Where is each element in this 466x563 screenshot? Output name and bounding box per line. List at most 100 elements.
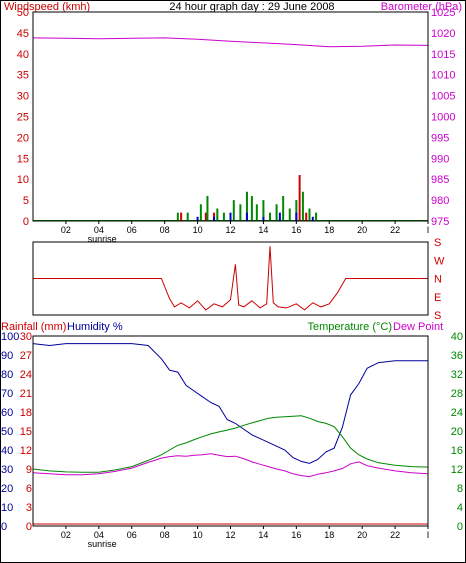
windspeed-axis-label: Windspeed (kmh): [4, 1, 90, 13]
humidity-tick-label: 10: [1, 502, 13, 514]
temperature-tick-label: 28: [451, 388, 463, 400]
rainfall-tick-label: 15: [20, 426, 32, 438]
x-tick-label: 16: [291, 225, 301, 235]
x-tick-label: 08: [160, 530, 170, 540]
temperature-humidity-panel: Rainfall (mm) Humidity % Temperature (°C) D…: [1, 321, 463, 549]
rainfall-tick-label: 21: [20, 388, 32, 400]
windspeed-tick-label: 5: [23, 195, 29, 207]
humidity-tick-label: 0: [1, 521, 7, 533]
rainfall-tick-label: 9: [26, 464, 32, 476]
dewpoint-axis-label: Dew Point: [393, 321, 443, 333]
barometer-axis-label: Barometer (hPa): [381, 1, 462, 13]
barometer-line: [32, 37, 429, 48]
barometer-tick-label: 1010: [431, 70, 455, 82]
rainfall-tick-label: 0: [26, 521, 32, 533]
humidity-tick-label: 90: [1, 350, 13, 362]
direction-label: S: [434, 310, 441, 322]
x-tick-label: 12: [225, 530, 235, 540]
windspeed-tick-label: 20: [17, 132, 29, 144]
x-tick-label: 04: [94, 225, 104, 235]
x-tick-label: 14: [258, 225, 268, 235]
rainfall-tick-label: 27: [20, 350, 32, 362]
rainfall-tick-label: 3: [26, 502, 32, 514]
sunrise-label: sunrise: [88, 539, 117, 549]
x-tick-label: 22: [390, 530, 400, 540]
humidity-line: [32, 343, 428, 464]
wind-direction-line: [33, 246, 428, 311]
x-tick-label: I: [427, 225, 430, 235]
humidity-tick-label: 30: [1, 464, 13, 476]
x-tick-label: 04: [94, 530, 104, 540]
windspeed-tick-label: 0: [23, 216, 29, 228]
humidity-tick-label: 70: [1, 388, 13, 400]
x-tick-label: 02: [61, 225, 71, 235]
humidity-tick-label: 50: [1, 426, 13, 438]
wind-barometer-frame: [32, 11, 429, 222]
x-tick-label: 12: [225, 225, 235, 235]
temperature-tick-label: 12: [451, 464, 463, 476]
x-tick-label: 18: [324, 225, 334, 235]
x-tick-label: 06: [127, 530, 137, 540]
temperature-axis-label: Temperature (°C): [308, 321, 392, 333]
dewpoint-line: [32, 453, 429, 478]
temperature-tick-label: 20: [451, 426, 463, 438]
rainfall-tick-label: 30: [20, 331, 32, 343]
temperature-tick-label: 32: [451, 369, 463, 381]
x-tick-label: 22: [390, 225, 400, 235]
x-tick-label: 16: [291, 530, 301, 540]
temperature-tick-label: 8: [457, 483, 463, 495]
x-tick-label: 06: [127, 225, 137, 235]
x-tick-label: 10: [193, 225, 203, 235]
direction-label: W: [434, 255, 445, 267]
x-tick-label: 14: [258, 530, 268, 540]
temperature-tick-label: 24: [451, 407, 463, 419]
rainfall-tick-label: 6: [26, 483, 32, 495]
rainfall-tick-label: 24: [20, 369, 32, 381]
direction-label: S: [434, 237, 441, 249]
humidity-tick-label: 60: [1, 407, 13, 419]
x-tick-label: 02: [61, 530, 71, 540]
barometer-tick-label: 990: [431, 153, 449, 165]
barometer-tick-label: 980: [431, 195, 449, 207]
barometer-tick-label: 995: [431, 132, 449, 144]
x-tick-label: 08: [160, 225, 170, 235]
x-tick-label: 20: [357, 225, 367, 235]
rainfall-tick-label: 12: [20, 445, 32, 457]
barometer-tick-label: 1005: [431, 91, 455, 103]
humidity-tick-label: 20: [1, 483, 13, 495]
barometer-tick-label: 1025: [431, 7, 455, 19]
temperature-tick-label: 40: [451, 331, 463, 343]
rainfall-tick-label: 18: [20, 407, 32, 419]
windspeed-tick-label: 40: [17, 49, 29, 61]
humidity-tick-label: 80: [1, 369, 13, 381]
rainfall-axis-label: Rainfall (mm): [1, 321, 66, 333]
windspeed-tick-label: 45: [17, 28, 29, 40]
windspeed-tick-label: 50: [17, 7, 29, 19]
barometer-tick-label: 1020: [431, 28, 455, 40]
chart-title: 24 hour graph day : 29 June 2008: [169, 1, 334, 13]
wind-barometer-panel: Windspeed (kmh) 24 hour graph day : 29 Ju…: [4, 1, 462, 244]
temperature-tick-label: 36: [451, 350, 463, 362]
x-tick-label: I: [427, 530, 430, 540]
barometer-tick-label: 1000: [431, 112, 455, 124]
barometer-tick-label: 1015: [431, 49, 455, 61]
barometer-tick-label: 985: [431, 174, 449, 186]
direction-label: E: [434, 292, 441, 304]
temperature-tick-label: 16: [451, 445, 463, 457]
temperature-tick-label: 4: [457, 502, 463, 514]
direction-label: N: [434, 274, 442, 286]
humidity-axis-label: Humidity %: [67, 321, 123, 333]
windspeed-tick-label: 30: [17, 91, 29, 103]
x-tick-label: 20: [357, 530, 367, 540]
x-tick-label: 10: [193, 530, 203, 540]
temperature-tick-label: 0: [457, 521, 463, 533]
humidity-tick-label: 40: [1, 445, 13, 457]
barometer-tick-label: 975: [431, 216, 449, 228]
humidity-tick-label: 100: [1, 331, 19, 343]
sunrise-label: sunrise: [88, 234, 117, 244]
windspeed-tick-label: 25: [17, 112, 29, 124]
windspeed-tick-label: 10: [17, 174, 29, 186]
wind-direction-frame: [32, 241, 429, 316]
